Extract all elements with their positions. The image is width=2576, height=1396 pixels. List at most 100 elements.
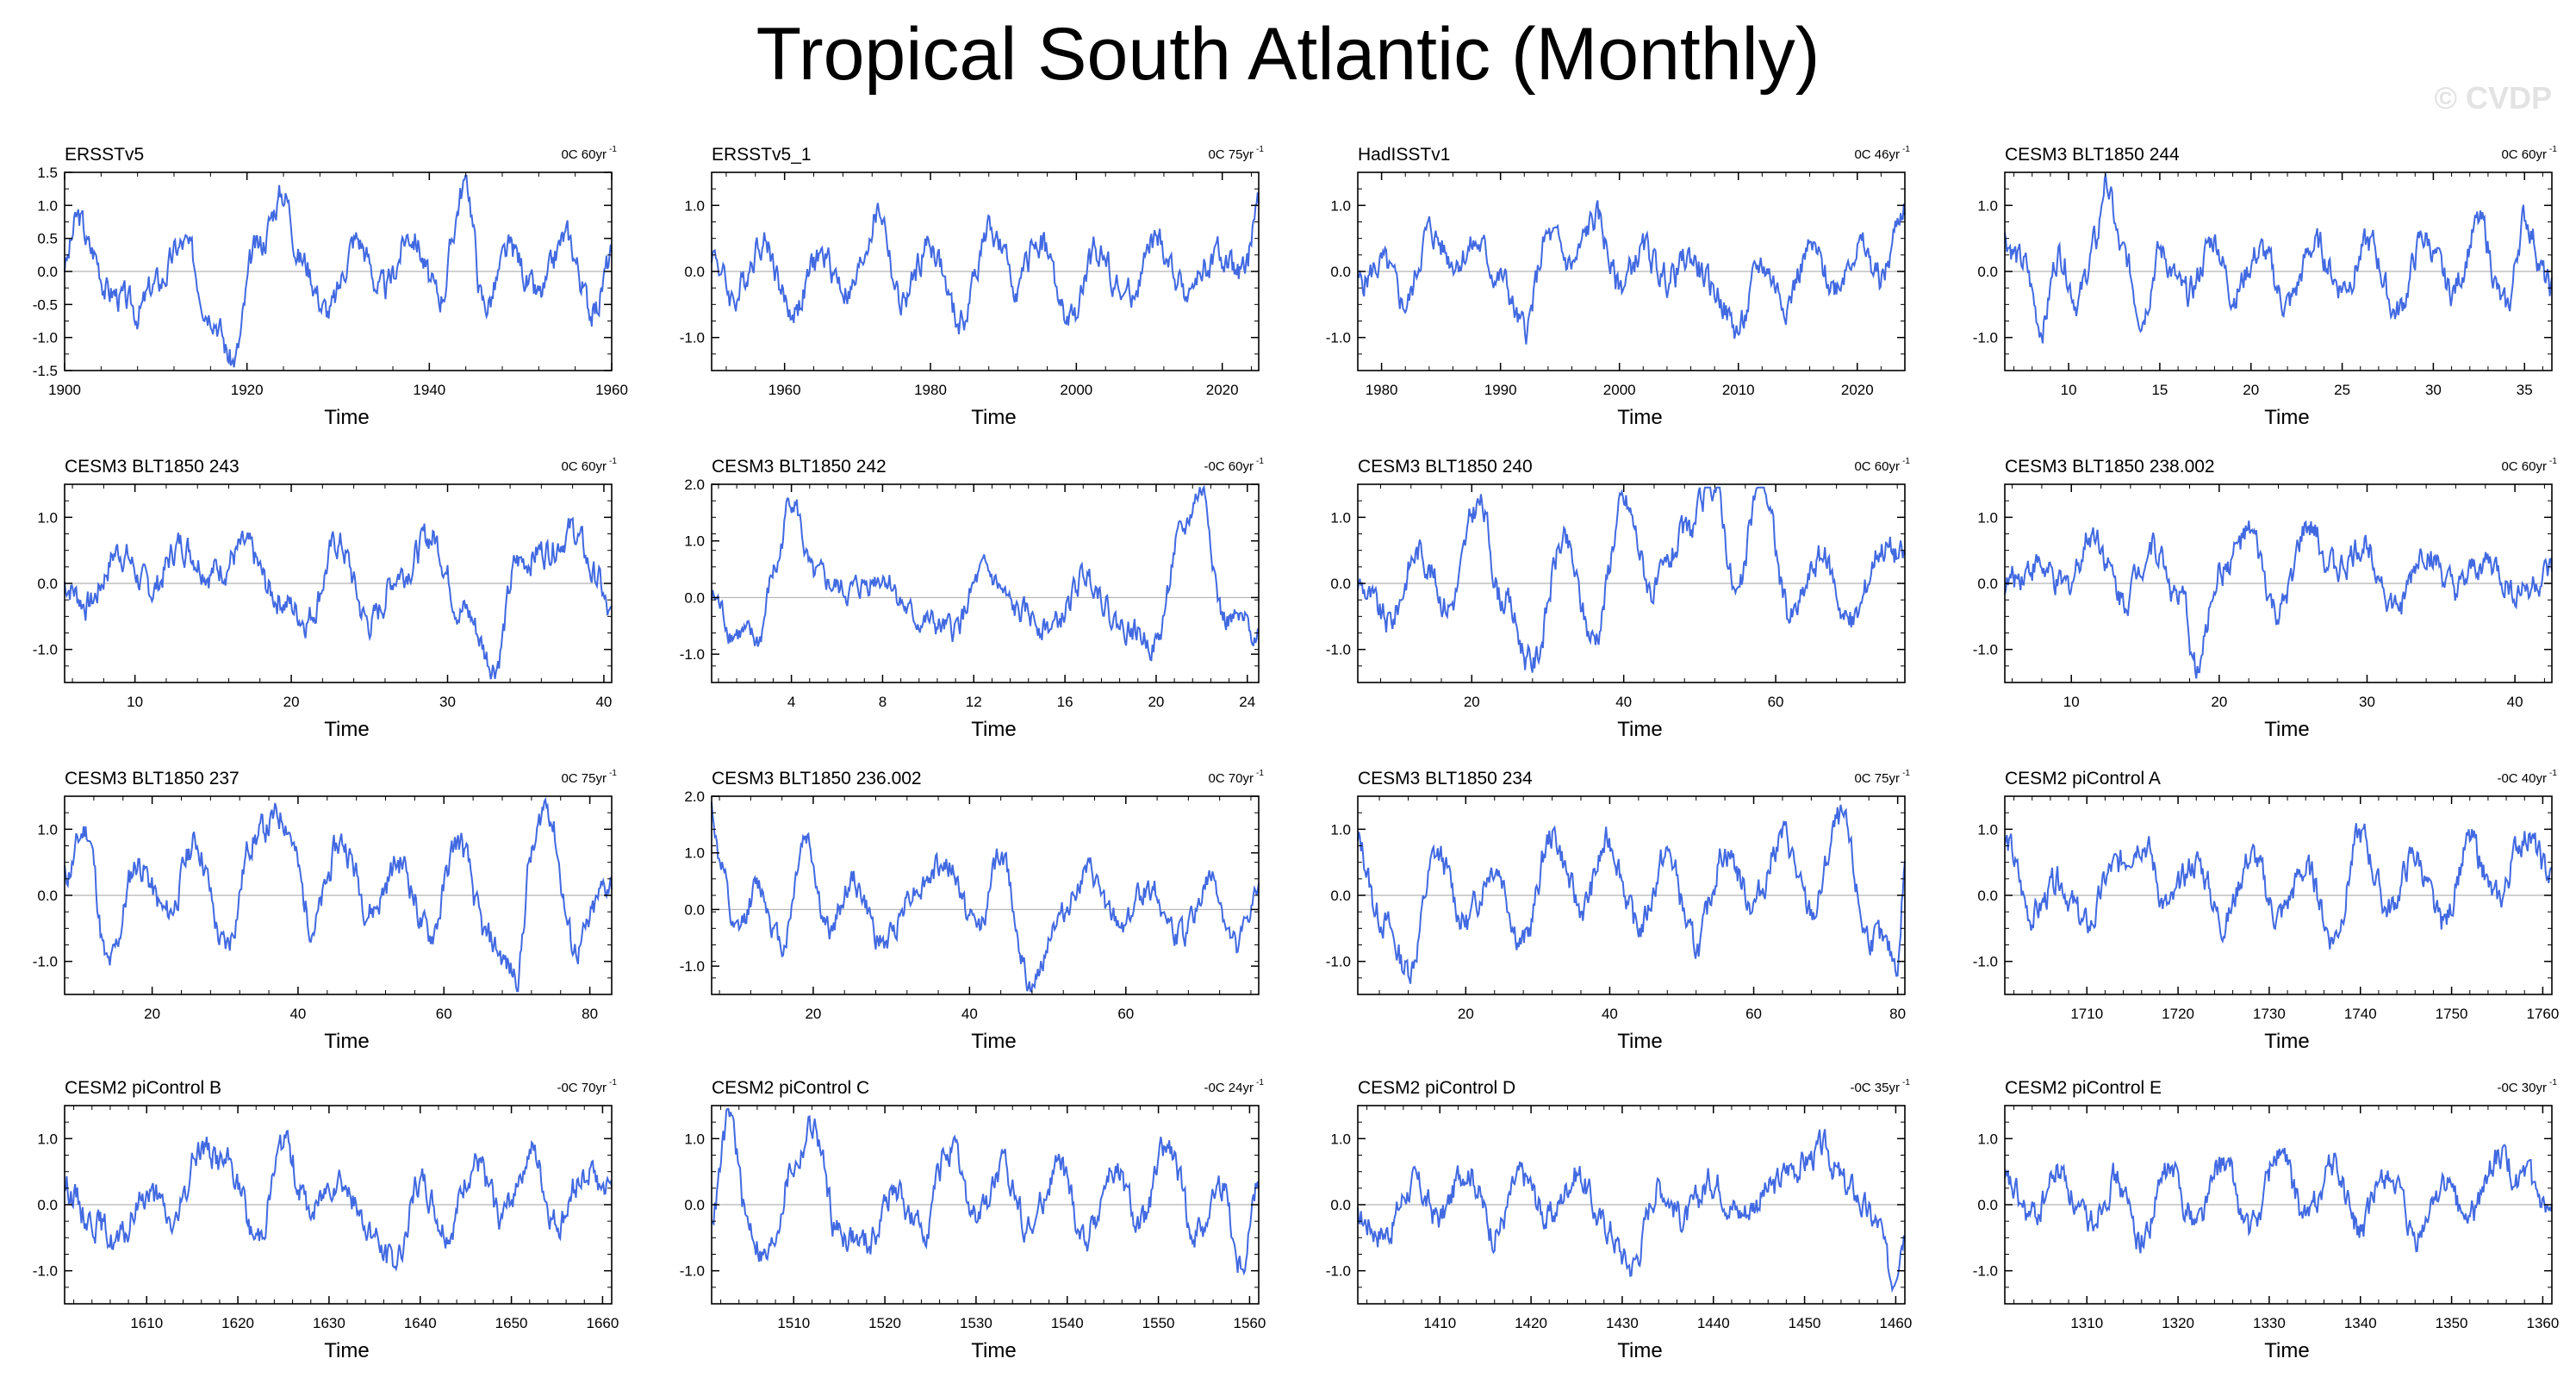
y-tick-label: 0.0: [684, 1197, 705, 1213]
x-tick-label: 1960: [595, 382, 628, 398]
trend-superscript: -1: [1256, 769, 1264, 778]
panel-title: CESM3 BLT1850 238.002: [2005, 457, 2215, 477]
x-tick-label: 1650: [495, 1315, 528, 1331]
x-tick-label: 1420: [1515, 1315, 1547, 1331]
y-tick-label: -1.5: [33, 363, 58, 379]
x-tick-label: 1740: [2344, 1006, 2377, 1022]
panel-cesm3-blt1850-242: CESM3 BLT1850 242 -0C 60yr -1 -1.0 0.0 1.0 2.0…: [680, 457, 1265, 741]
panel-title: CESM2 piControl C: [712, 1078, 869, 1098]
x-tick-label: 60: [1117, 1006, 1134, 1022]
trend-superscript: -1: [1902, 145, 1910, 154]
trend-label: -0C 40yr: [2497, 771, 2547, 786]
x-tick-label: 80: [582, 1006, 598, 1022]
x-tick-label: 1900: [48, 382, 81, 398]
x-tick-label: 1920: [231, 382, 264, 398]
y-tick-label: 2.0: [684, 788, 705, 805]
panel-cesm2-picontrol-b: CESM2 piControl B -0C 70yr -1 -1.0 0.0 1.0 161…: [33, 1078, 619, 1362]
trend-superscript: -1: [1256, 145, 1264, 154]
x-tick-label: 16: [1057, 694, 1073, 710]
trend-superscript: -1: [1256, 1078, 1264, 1088]
x-tick-label: 2020: [1841, 382, 1874, 398]
x-tick-label: 1320: [2162, 1315, 2194, 1331]
x-tick-label: 80: [1889, 1006, 1906, 1022]
x-tick-label: 2020: [1206, 382, 1239, 398]
y-tick-label: -1.0: [33, 954, 58, 970]
x-tick-label: 30: [2359, 694, 2375, 710]
trend-label: 0C 75yr: [1208, 147, 1254, 162]
panel-title: CESM2 piControl D: [1358, 1078, 1515, 1098]
x-axis-title: Time: [324, 406, 369, 429]
page-title: Tropical South Atlantic (Monthly): [756, 13, 1820, 96]
x-tick-label: 1640: [404, 1315, 437, 1331]
x-tick-label: 40: [289, 1006, 306, 1022]
trend-superscript: -1: [609, 457, 617, 466]
x-tick-label: 1510: [777, 1315, 810, 1331]
x-axis-title: Time: [2264, 718, 2309, 741]
x-tick-label: 10: [127, 694, 143, 710]
panel-cesm2-picontrol-d: CESM2 piControl D -0C 35yr -1 -1.0 0.0 1.0 141…: [1326, 1078, 1913, 1362]
x-tick-label: 1330: [2253, 1315, 2286, 1331]
panel-cesm3-blt1850-243: CESM3 BLT1850 243 0C 60yr -1 -1.0 0.0 1.0 10 20…: [33, 457, 618, 741]
y-tick-label: -1.0: [1973, 330, 1998, 346]
x-tick-label: 40: [961, 1006, 978, 1022]
x-tick-label: 20: [2211, 694, 2227, 710]
x-axis-title: Time: [971, 406, 1016, 429]
x-tick-label: 1460: [1880, 1315, 1913, 1331]
panel-cesm3-blt1850-237: CESM3 BLT1850 237 0C 75yr -1 -1.0 0.0 1.0 20 40…: [33, 769, 618, 1053]
series-line: [2004, 1144, 2553, 1254]
y-tick-label: -1.0: [33, 330, 58, 346]
panel-title: CESM3 BLT1850 237: [65, 769, 240, 788]
x-tick-label: 35: [2517, 382, 2533, 398]
x-tick-label: 2000: [1603, 382, 1636, 398]
x-tick-label: 10: [2063, 694, 2080, 710]
trend-superscript: -1: [2549, 769, 2557, 778]
panel-title: ERSSTv5_1: [712, 145, 812, 165]
x-tick-label: 1450: [1789, 1315, 1821, 1331]
x-axis-title: Time: [2264, 406, 2309, 429]
x-tick-label: 30: [2425, 382, 2442, 398]
panel-title: CESM3 BLT1850 234: [1358, 769, 1533, 788]
panel-cesm3-blt1850-244: CESM3 BLT1850 244 0C 60yr -1 -1.0 0.0 1.0 10 15…: [1973, 145, 2558, 429]
plot-frame: [711, 483, 1260, 683]
y-tick-label: 1.5: [37, 165, 58, 181]
x-tick-label: 20: [283, 694, 300, 710]
x-tick-label: 1730: [2253, 1006, 2286, 1022]
y-tick-label: -1.0: [1973, 954, 1998, 970]
panel-title: CESM3 BLT1850 243: [65, 457, 240, 477]
y-tick-label: 0.0: [37, 576, 58, 592]
trend-superscript: -1: [609, 145, 617, 154]
y-tick-label: 0.0: [1977, 576, 1998, 592]
panel-title: CESM2 piControl A: [2005, 769, 2161, 788]
x-axis-title: Time: [1617, 718, 1662, 741]
series-line: [1357, 200, 1906, 345]
x-axis-title: Time: [324, 718, 369, 741]
x-tick-label: 10: [2061, 382, 2077, 398]
trend-label: 0C 60yr: [1854, 459, 1900, 474]
series-line: [1357, 804, 1906, 984]
trend-label: -0C 60yr: [1204, 459, 1254, 474]
x-tick-label: 4: [787, 694, 795, 710]
x-axis-title: Time: [2264, 1339, 2309, 1362]
y-tick-label: 1.0: [1330, 821, 1351, 838]
y-tick-label: 0.0: [1977, 888, 1998, 904]
x-tick-label: 1540: [1051, 1315, 1084, 1331]
y-tick-label: 2.0: [684, 477, 705, 493]
y-tick-label: -1.0: [680, 330, 705, 346]
y-tick-label: 0.0: [37, 264, 58, 280]
panel-title: CESM2 piControl B: [65, 1078, 221, 1098]
x-tick-label: 1990: [1484, 382, 1517, 398]
x-tick-label: 60: [1745, 1006, 1762, 1022]
x-tick-label: 8: [879, 694, 887, 710]
x-tick-label: 1760: [2527, 1006, 2560, 1022]
trend-label: 0C 46yr: [1854, 147, 1900, 162]
y-tick-label: 0.0: [1330, 576, 1351, 592]
x-tick-label: 1310: [2070, 1315, 2103, 1331]
x-tick-label: 1660: [587, 1315, 619, 1331]
trend-superscript: -1: [1256, 457, 1264, 466]
trend-superscript: -1: [1902, 457, 1910, 466]
series-line: [711, 1107, 1260, 1276]
x-tick-label: 20: [805, 1006, 821, 1022]
x-tick-label: 60: [436, 1006, 452, 1022]
series-line: [64, 174, 613, 368]
x-tick-label: 1980: [1366, 382, 1398, 398]
